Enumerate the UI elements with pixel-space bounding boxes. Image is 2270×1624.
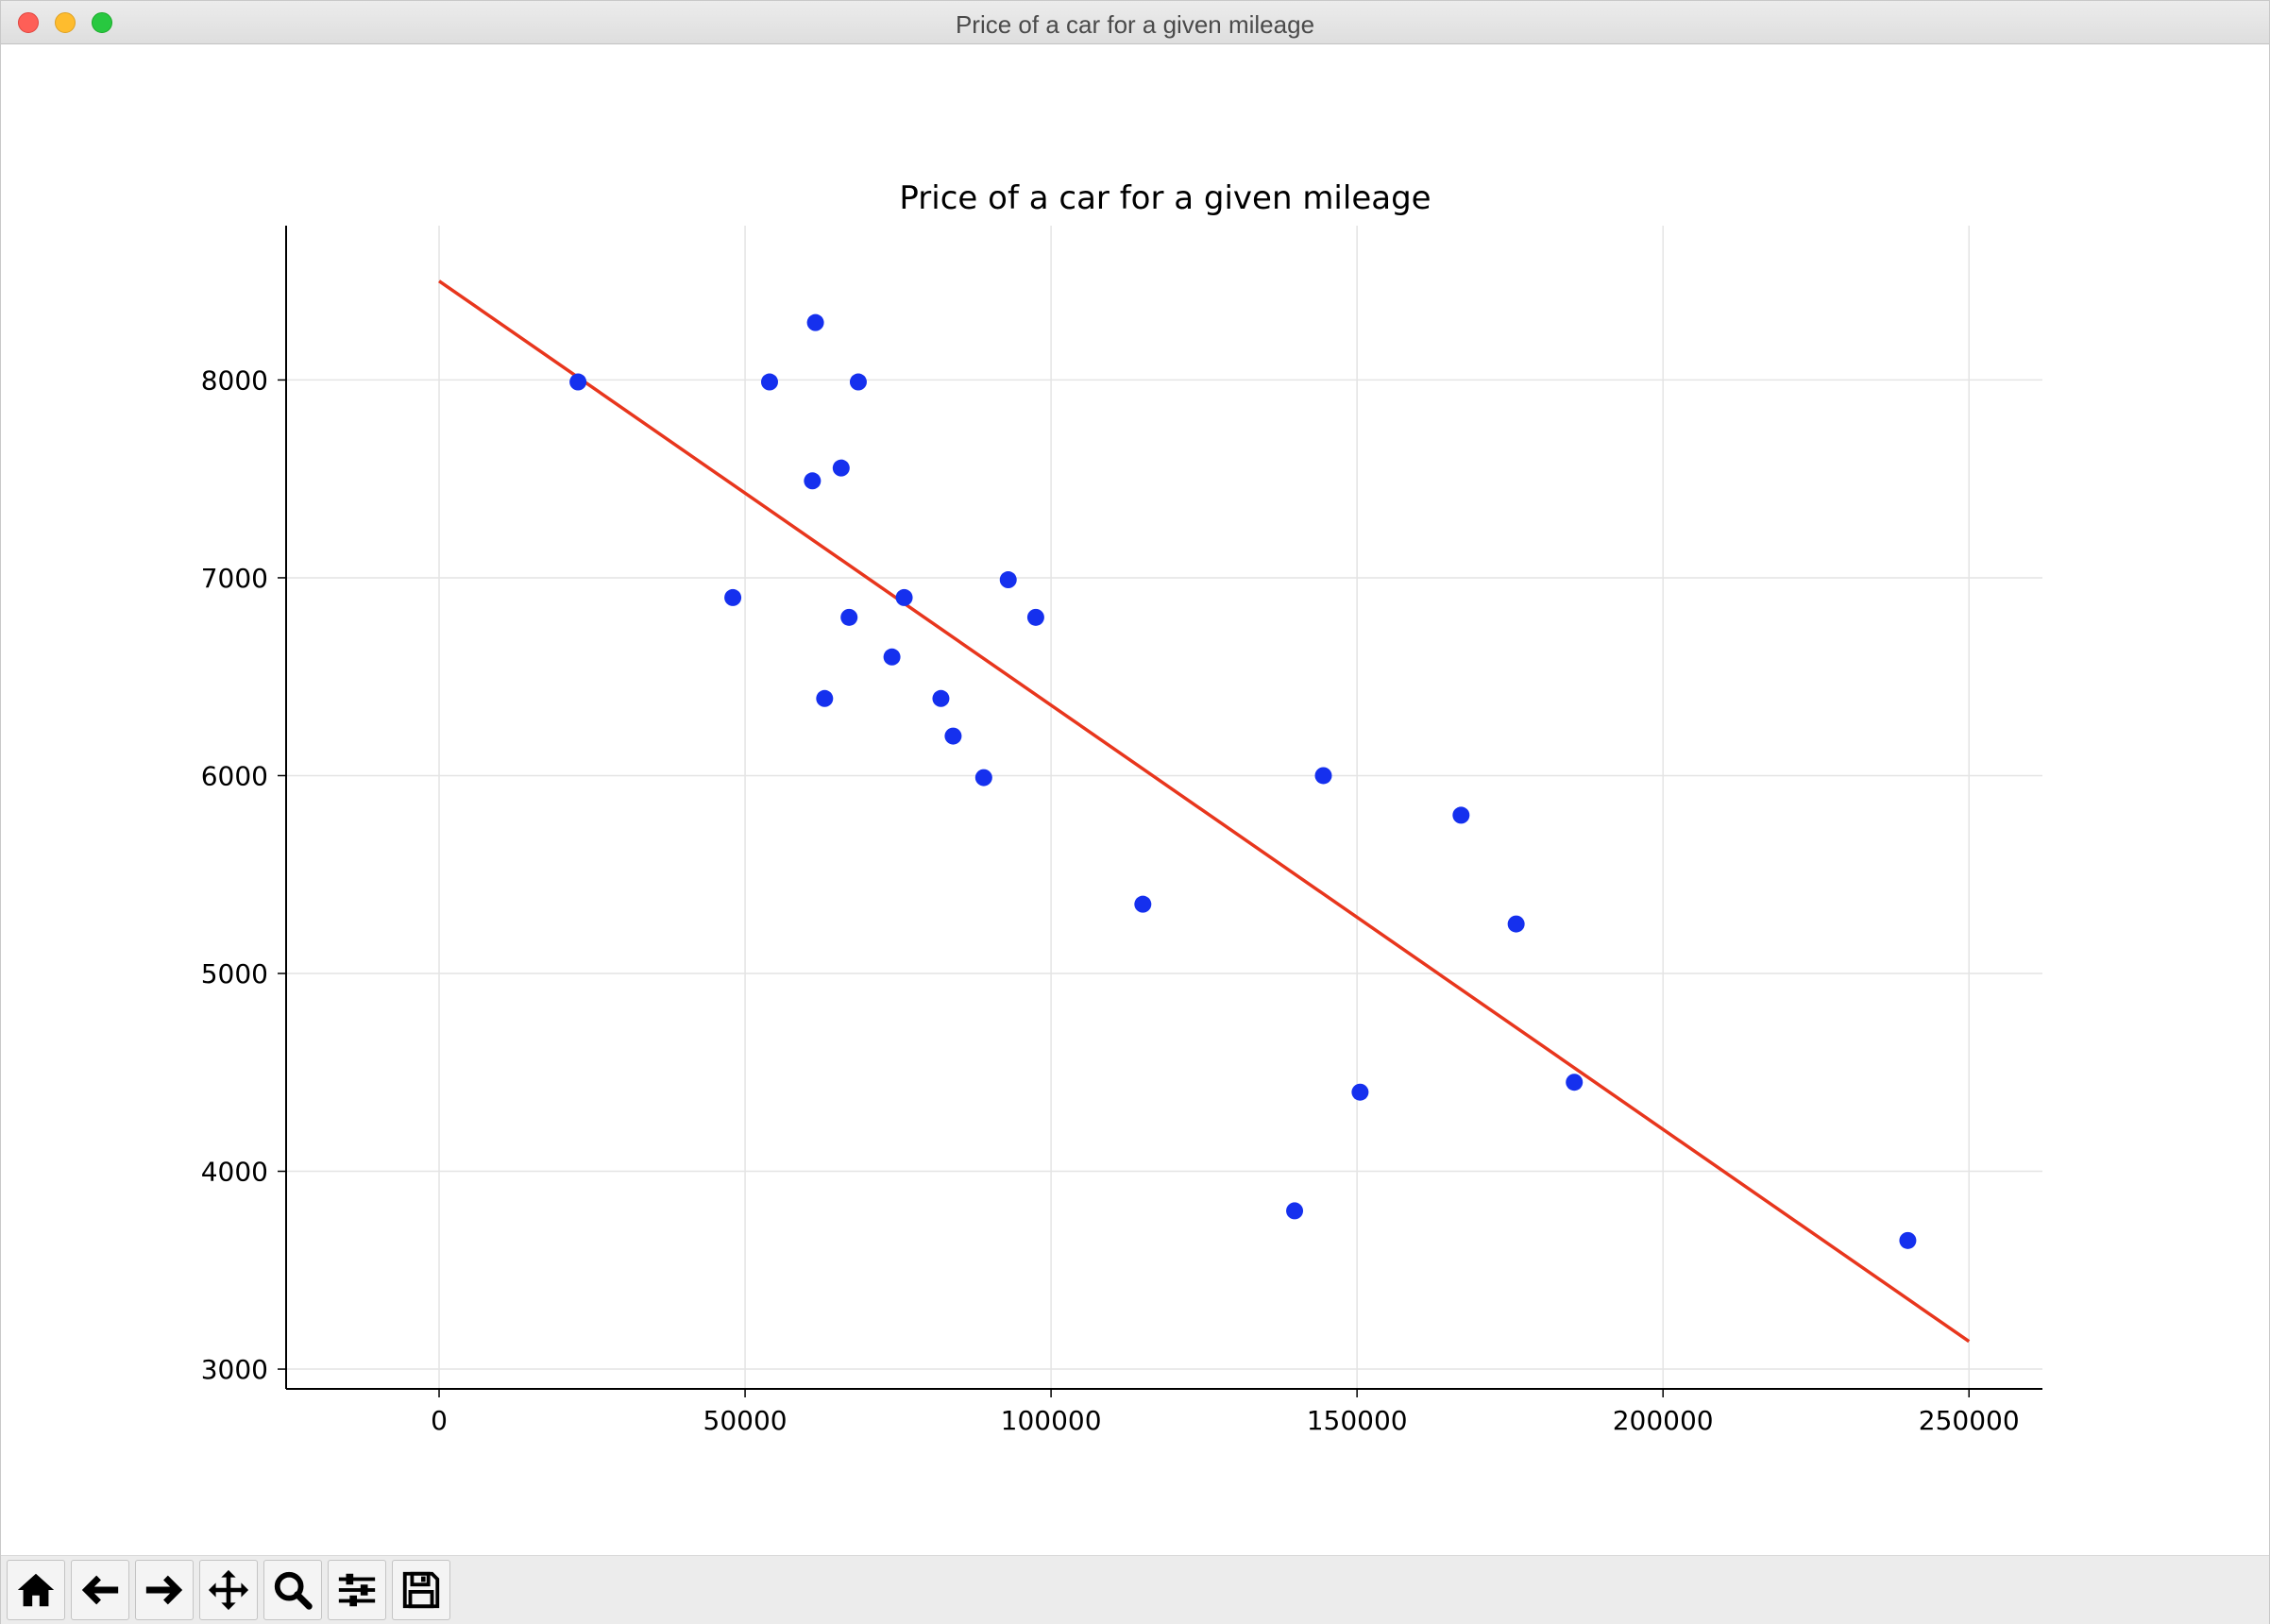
floppy-disk-icon [402,1571,440,1609]
data-point [840,608,858,626]
data-point [1351,1083,1369,1101]
data-point [816,689,834,707]
back-button[interactable] [71,1560,129,1620]
title-bar: Price of a car for a given mileage [1,1,2269,44]
x-tick-label: 200000 [1613,1405,1714,1436]
home-icon [17,1573,55,1607]
y-tick-label: 5000 [201,958,268,990]
close-window-button[interactable] [18,12,39,33]
x-tick-label: 50000 [703,1405,788,1436]
data-point [760,373,778,391]
y-tick-label: 7000 [201,563,268,594]
data-point [1566,1074,1584,1091]
arrow-left-icon [81,1575,119,1605]
maximize-window-button[interactable] [92,12,112,33]
data-point [944,727,962,745]
data-point [1507,915,1525,933]
move-icon [208,1569,249,1611]
x-tick-label: 250000 [1919,1405,2020,1436]
data-point [1314,767,1332,785]
x-tick-label: 150000 [1307,1405,1408,1436]
data-point [849,373,867,391]
regression-line-layer [438,279,1971,1344]
sliders-icon [338,1573,376,1607]
data-point [1452,806,1470,824]
navigation-toolbar [1,1555,2269,1624]
figure-canvas: 0 50000 100000 150000 200000 250000 3000 4000 50… [1,44,2269,1555]
data-point [1026,608,1044,626]
window-title: Price of a car for a given mileage [955,10,1315,39]
scatter-chart: 0 50000 100000 150000 200000 250000 3000 4000 50… [201,179,2042,1436]
zoom-button[interactable] [263,1560,322,1620]
grid-lines [286,226,2042,1389]
data-points [569,313,1917,1249]
regression-line [438,279,1971,1344]
home-button[interactable] [7,1560,65,1620]
data-point [999,571,1017,589]
data-point [932,689,950,707]
pan-button[interactable] [199,1560,258,1620]
axes: 0 50000 100000 150000 200000 250000 3000 4000 50… [201,226,2042,1436]
y-tick-label: 8000 [201,364,268,396]
data-point [724,588,742,606]
data-point [895,588,913,606]
data-point [1286,1202,1304,1220]
data-point [1899,1231,1917,1249]
data-point [832,459,850,477]
configure-subplots-button[interactable] [328,1560,386,1620]
data-point [804,472,822,490]
data-point [806,313,824,331]
y-tick-label: 3000 [201,1354,268,1385]
y-tick-label: 4000 [201,1157,268,1188]
y-tick-label: 6000 [201,760,268,791]
x-tick-label: 100000 [1001,1405,1102,1436]
data-point [974,769,992,787]
data-point [1134,895,1152,913]
arrow-right-icon [145,1575,183,1605]
x-tick-label: 0 [431,1405,448,1436]
data-point [883,648,901,666]
chart-title: Price of a car for a given mileage [899,179,1431,217]
data-point [569,373,587,391]
magnifier-icon [274,1571,313,1610]
minimize-window-button[interactable] [55,12,76,33]
save-button[interactable] [392,1560,450,1620]
forward-button[interactable] [135,1560,194,1620]
